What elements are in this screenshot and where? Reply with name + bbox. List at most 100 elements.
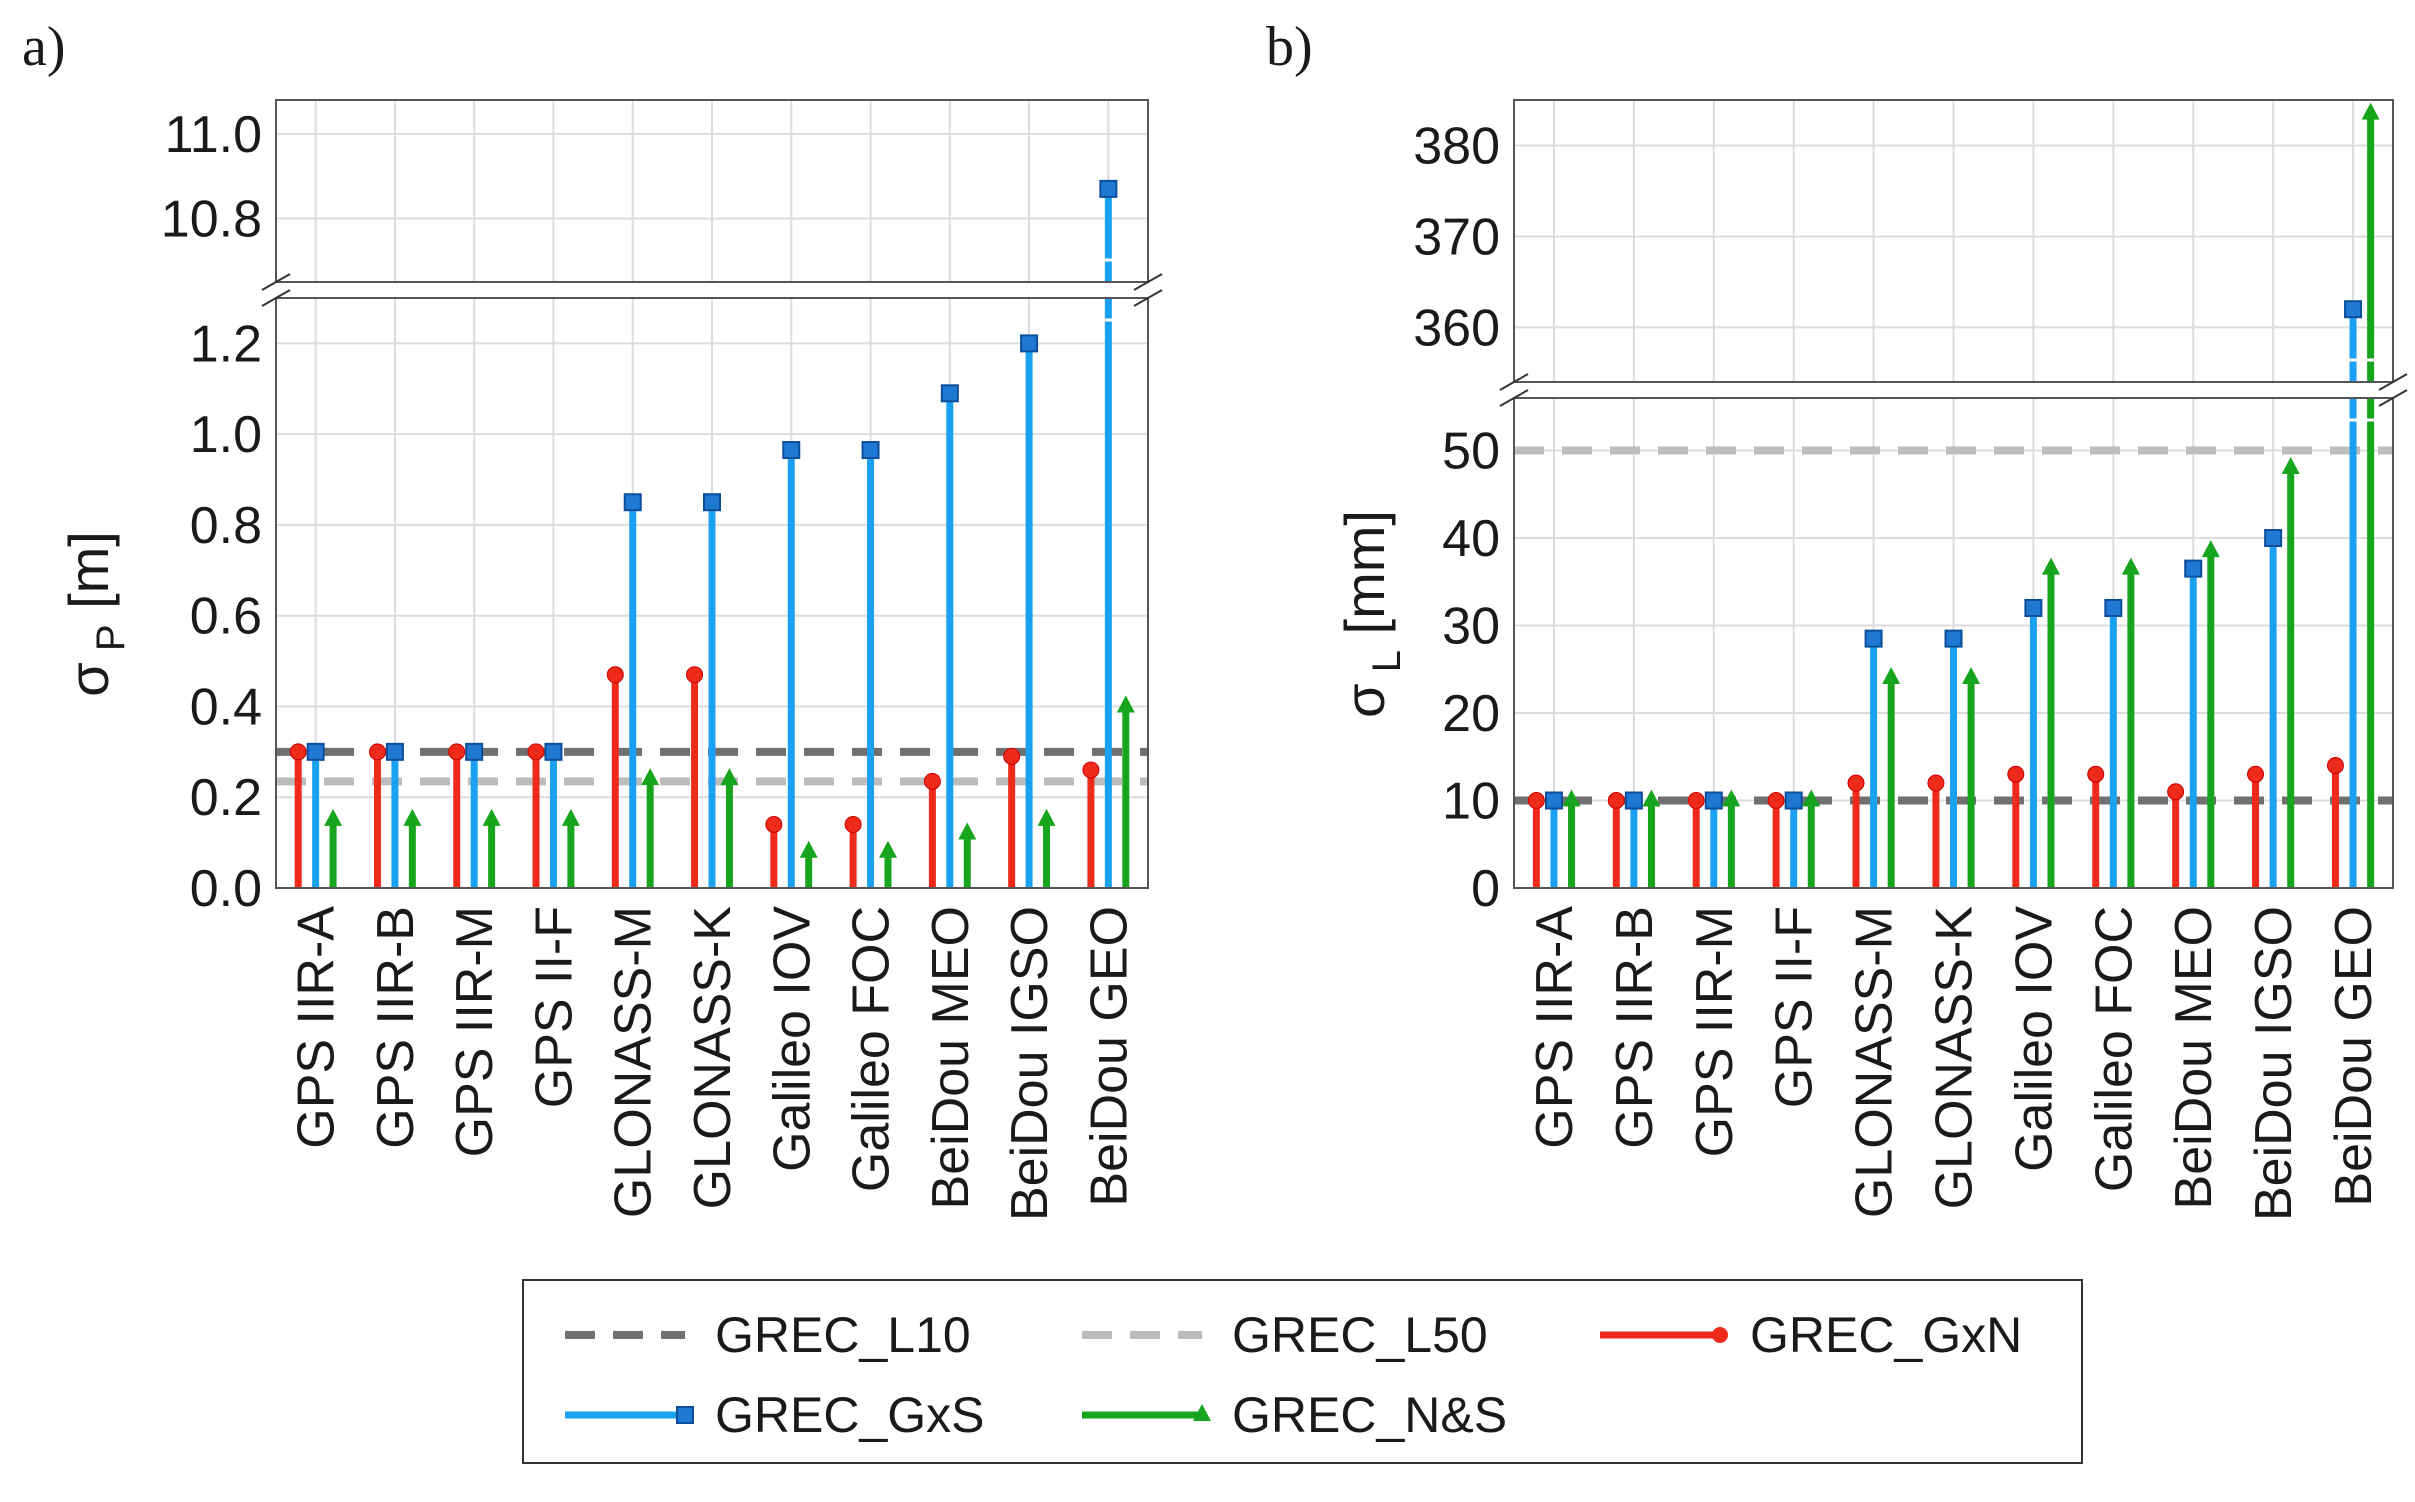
marker-grec-gxs-gps-iir-b [385, 742, 404, 761]
x-tick-label: GPS IIR-A [288, 906, 346, 1149]
marker-grec-gxs-beidou-meo [2184, 559, 2203, 578]
legend-entry-grec-gxs-label: GREC_GxS [715, 1387, 985, 1443]
marker-grec-gxn-glonass-k [1927, 774, 1945, 792]
marker-grec-gxs-gps-ii-f [1784, 791, 1803, 810]
axis-break-mark [261, 289, 291, 307]
marker-grec-gxn-gps-iir-b [1607, 792, 1625, 809]
axis-break-mark [1499, 373, 1529, 391]
y-tick-label: 0.4 [190, 678, 262, 736]
marker-grec-gxs-gps-iir-a [1544, 791, 1563, 810]
marker-grec-gxn-gps-iir-a [1527, 792, 1545, 809]
legend-entry-grec-l10: GREC_L10 [565, 1307, 971, 1363]
y-axis-title: σ L [mm] [1333, 510, 1409, 718]
x-tick-label: GLONASS-M [605, 906, 663, 1218]
marker-grec-gxs-beidou-meo [940, 384, 959, 403]
marker-grec-gxn-galileo-iov [2007, 765, 2025, 783]
lower-axes-frame [1513, 397, 2394, 889]
y-tick-label: 20 [1442, 685, 1500, 743]
marker-grec-gxn-galileo-foc [844, 815, 862, 833]
marker-grec-gxn-beidou-geo [1082, 761, 1100, 779]
legend-entry-grec-l10-label: GREC_L10 [715, 1307, 971, 1363]
x-tick-label: Galileo IOV [763, 906, 821, 1172]
marker-grec-gxs-glonass-m [1864, 629, 1883, 648]
marker-grec-gxs-gps-iir-a [306, 742, 325, 761]
y-tick-label: 1.0 [190, 406, 262, 464]
axis-break-mark [261, 273, 291, 291]
y-tick-label: 360 [1413, 299, 1500, 357]
marker-grec-gxn-gps-ii-f [1767, 792, 1785, 809]
marker-grec-gxn-gps-ii-f [527, 743, 545, 761]
y-tick-label: 0.8 [190, 497, 262, 555]
marker-grec-gxn-gps-iir-b [368, 743, 386, 761]
axis-break-mark [1133, 273, 1163, 291]
y-axis-subscript: P [89, 624, 133, 662]
upper-axes-frame [1513, 99, 2394, 383]
y-axis-symbol: σ [1333, 683, 1396, 718]
marker-grec-gxs-galileo-iov [2024, 599, 2043, 617]
y-tick-label: 1.2 [190, 315, 262, 373]
legend-entry-grec-gxs: GREC_GxS [565, 1387, 985, 1443]
legend-entry-grec-l50-label: GREC_L50 [1232, 1307, 1488, 1363]
marker-grec-gxn-galileo-iov [765, 815, 783, 833]
marker-grec-n-s-gps-ii-f [561, 808, 580, 826]
marker-grec-gxs-gps-iir-b [1624, 791, 1643, 810]
marker-grec-gxs-galileo-foc [2104, 599, 2123, 617]
axis-break-mark [2378, 373, 2408, 391]
legend-entry-grec-gxn: GREC_GxN [1600, 1307, 2022, 1363]
y-axis-unit: [m] [57, 531, 120, 624]
x-tick-label: BeiDou MEO [2165, 906, 2223, 1209]
marker-grec-n-s-gps-iir-b [403, 808, 422, 826]
marker-grec-gxn-beidou-igso [1003, 747, 1021, 765]
marker-grec-n-s-glonass-k [1962, 667, 1981, 684]
x-tick-label: GPS IIR-A [1526, 906, 1584, 1149]
marker-grec-gxn-glonass-m [606, 666, 624, 684]
marker-grec-n-s-beidou-geo [2361, 102, 2380, 120]
x-tick-label: GPS IIR-M [1686, 906, 1744, 1157]
marker-grec-gxs-beidou-igso [2264, 529, 2283, 547]
y-tick-label: 10.8 [161, 191, 262, 249]
y-tick-label: 0.0 [190, 860, 262, 918]
marker-grec-n-s-galileo-foc [878, 840, 897, 858]
x-tick-label: GPS IIR-B [1606, 906, 1664, 1149]
marker-grec-gxn-beidou-geo [2326, 757, 2344, 774]
marker-grec-gxs-glonass-k [703, 493, 721, 512]
x-tick-label: Galileo IOV [2005, 906, 2063, 1172]
marker-grec-n-s-beidou-meo [958, 822, 977, 840]
panel-letter: a) [22, 16, 66, 78]
y-tick-label: 11.0 [165, 106, 262, 164]
y-axis-subscript: L [1365, 650, 1409, 683]
marker-grec-n-s-gps-iir-m [482, 808, 501, 826]
marker-grec-n-s-beidou-igso [2281, 457, 2300, 474]
y-tick-label: 40 [1442, 510, 1500, 568]
x-tick-label: GPS II-F [525, 906, 583, 1108]
y-tick-label: 50 [1442, 423, 1500, 481]
marker-grec-n-s-glonass-m [641, 768, 660, 786]
marker-grec-n-s-glonass-m [1882, 667, 1901, 684]
x-tick-label: BeiDou IGSO [1001, 906, 1059, 1221]
legend-entry-grec-n-s-label: GREC_N&S [1232, 1387, 1507, 1443]
x-tick-label: BeiDou MEO [922, 906, 980, 1209]
marker-grec-gxn-beidou-igso [2247, 765, 2265, 783]
panel-b: b) 0 10 20 30 40 50 360 370 380 GPS IIR-A GPS IIR-B… [1266, 16, 2408, 1221]
marker-grec-gxn-beidou-meo [923, 772, 941, 790]
marker-grec-n-s-beidou-meo [2201, 540, 2220, 558]
x-tick-label: BeiDou IGSO [2245, 906, 2303, 1221]
marker-grec-gxn-galileo-foc [2087, 765, 2105, 783]
marker-grec-gxs-beidou-geo [1099, 179, 1118, 198]
marker-grec-n-s-glonass-k [720, 768, 739, 786]
marker-grec-gxs-gps-iir-m [465, 742, 484, 761]
y-tick-label: 370 [1413, 208, 1500, 266]
marker-grec-n-s-gps-iir-a [1562, 789, 1581, 807]
legend-entry-grec-gxn-label: GREC_GxN [1750, 1307, 2022, 1363]
marker-grec-gxn-gps-iir-m [1687, 792, 1705, 809]
axis-break-mark [2378, 389, 2408, 407]
y-axis-symbol: σ [57, 662, 120, 697]
legend-entry-grec-gxs-marker [676, 1406, 694, 1424]
marker-grec-gxs-gps-iir-m [1704, 791, 1723, 810]
marker-grec-gxs-beidou-geo [2344, 300, 2363, 319]
marker-grec-gxn-gps-iir-a [289, 743, 307, 761]
marker-grec-n-s-gps-ii-f [1802, 789, 1821, 807]
x-tick-label: GLONASS-K [1926, 906, 1984, 1210]
y-tick-label: 0.2 [190, 769, 262, 827]
